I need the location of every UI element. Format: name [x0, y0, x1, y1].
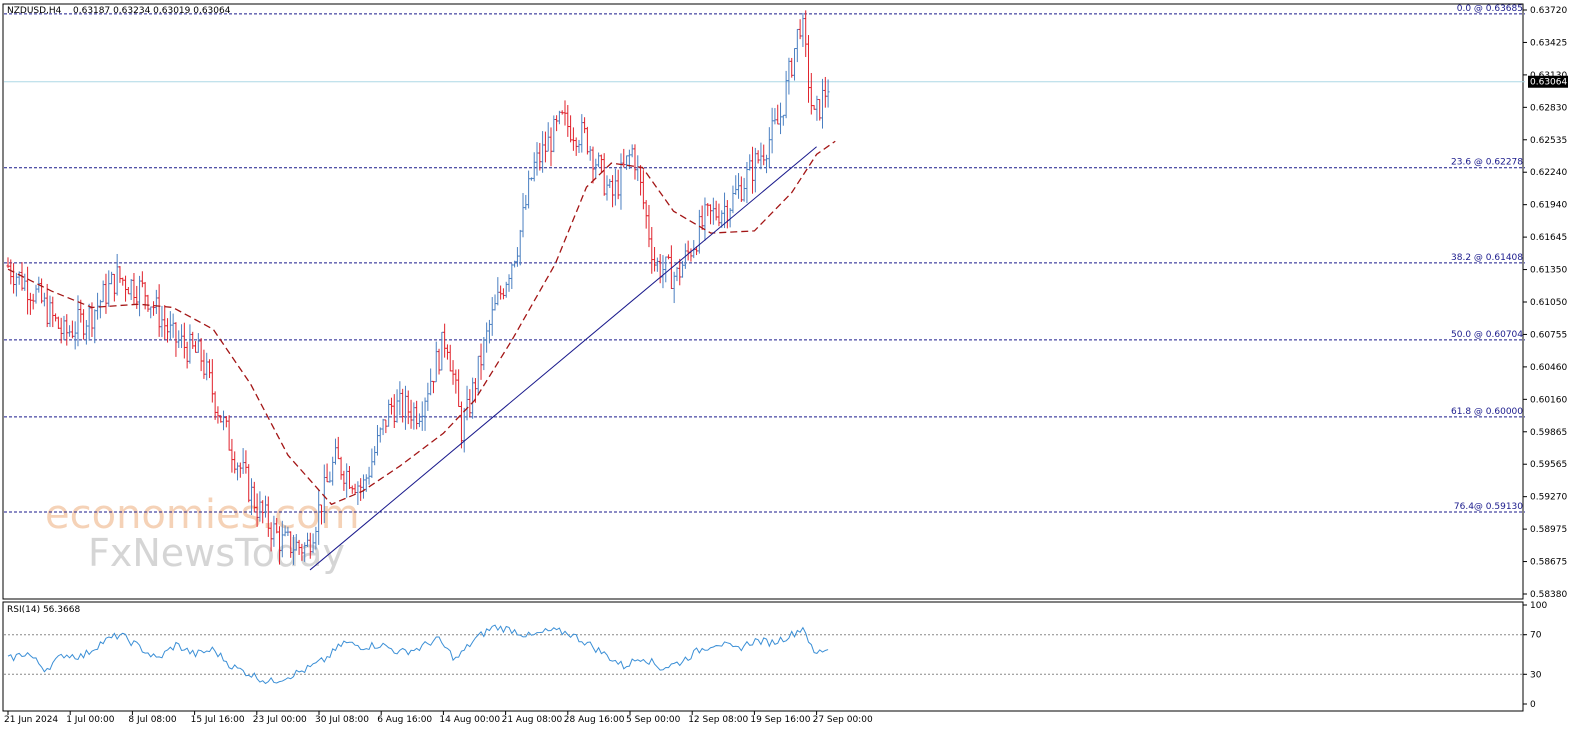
time-tick-label: 5 Sep 00:00: [626, 715, 681, 725]
time-tick-label: 12 Sep 08:00: [688, 715, 748, 725]
price-panel: [2, 3, 1524, 600]
watermark-fxnewstoday: FxNewsToday: [88, 531, 345, 575]
current-price-tag: [1528, 75, 1568, 88]
price-tick-label: 0.63425: [1530, 38, 1567, 48]
fib-level-label: 38.2 @ 0.61408: [1451, 253, 1523, 263]
price-tick-label: 0.58675: [1530, 558, 1567, 568]
fib-level-label: 23.6 @ 0.62278: [1451, 158, 1523, 168]
price-tick-label: 0.58975: [1530, 525, 1567, 535]
time-tick-label: 6 Aug 16:00: [377, 715, 432, 725]
time-tick-label: 19 Sep 16:00: [750, 715, 810, 725]
time-tick-label: 28 Aug 16:00: [564, 715, 625, 725]
rsi-tick-label: 30: [1530, 670, 1542, 680]
rsi-indicator: 100 70 30 0: [4, 601, 1547, 710]
price-tick-label: 0.60755: [1530, 330, 1567, 340]
current-price-label: 0.63064: [1530, 78, 1567, 88]
price-tick-label: 0.60460: [1530, 363, 1567, 373]
time-tick-label: 21 Jun 2024: [4, 715, 58, 725]
price-tick-label: 0.62830: [1530, 103, 1567, 113]
price-axis: 0.637200.634250.631300.628300.625350.622…: [1523, 6, 1567, 600]
time-axis: 21 Jun 2024 1 Jul 00:00 8 Jul 08:00 15 Jul …: [4, 711, 873, 725]
time-tick-label: 30 Jul 08:00: [315, 715, 369, 725]
price-tick-label: 0.59565: [1530, 460, 1567, 470]
price-tick-label: 0.61050: [1530, 298, 1567, 308]
fib-level-label: 61.8 @ 0.60000: [1451, 407, 1523, 417]
time-tick-label: 21 Aug 08:00: [502, 715, 563, 725]
time-tick-label: 27 Sep 00:00: [813, 715, 873, 725]
trendline: [309, 146, 817, 571]
current-price-line: 0.63064: [4, 75, 1568, 88]
time-tick-label: 14 Aug 00:00: [439, 715, 500, 725]
support-trendline: [309, 146, 817, 571]
price-tick-label: 0.59865: [1530, 428, 1567, 438]
candlesticks: [6, 10, 830, 565]
time-tick-label: 1 Jul 00:00: [66, 715, 115, 725]
symbol-title: NZDUSD,H4: [7, 6, 62, 16]
fib-level-label: 0.0 @ 0.63685: [1457, 4, 1523, 14]
rsi-tick-label: 0: [1530, 700, 1536, 710]
rsi-title: RSI(14) 56.3668: [7, 605, 80, 615]
fib-level-label: 50.0 @ 0.60704: [1451, 330, 1523, 340]
price-tick-label: 0.58380: [1530, 590, 1567, 600]
rsi-tick-label: 70: [1530, 631, 1542, 641]
time-tick-label: 15 Jul 16:00: [191, 715, 245, 725]
price-tick-label: 0.61645: [1530, 233, 1567, 243]
price-tick-label: 0.60160: [1530, 395, 1567, 405]
moving-average-line: [7, 140, 836, 506]
fib-level-label: 76.4@ 0.59130: [1454, 502, 1523, 512]
rsi-panel: [2, 601, 1524, 712]
price-tick-label: 0.59270: [1530, 493, 1567, 503]
price-tick-label: 0.62240: [1530, 168, 1567, 178]
moving-average: [7, 140, 836, 506]
price-tick-label: 0.61940: [1530, 201, 1567, 211]
time-tick-label: 8 Jul 08:00: [128, 715, 177, 725]
time-tick-label: 23 Jul 00:00: [253, 715, 307, 725]
watermark-economies: economies.com: [45, 492, 360, 538]
rsi-line: [7, 624, 829, 685]
price-tick-label: 0.62535: [1530, 136, 1567, 146]
ohlc-values: 0.63187 0.63234 0.63019 0.63064: [73, 6, 231, 16]
price-tick-label: 0.61350: [1530, 266, 1567, 276]
price-tick-label: 0.63720: [1530, 6, 1567, 16]
rsi-tick-label: 100: [1530, 601, 1547, 611]
fibonacci-levels: 0.0 @ 0.63685 23.6 @ 0.62278 38.2 @ 0.6140…: [4, 4, 1525, 513]
